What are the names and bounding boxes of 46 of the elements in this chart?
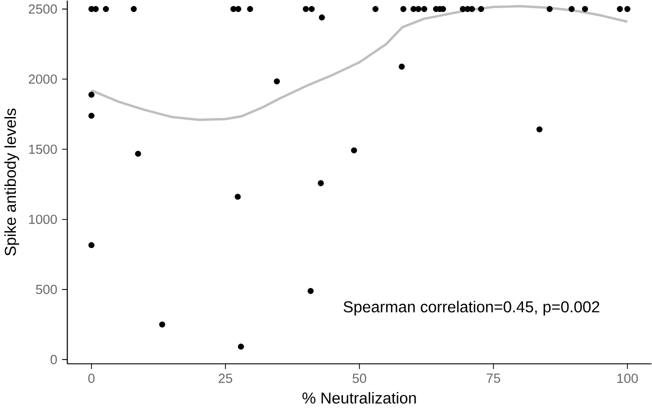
point — [230, 6, 236, 12]
point — [624, 6, 630, 12]
y-tick-label: 0 — [50, 354, 57, 364]
point — [302, 6, 309, 12]
y-tick-label: 1000 — [29, 214, 57, 224]
annotation: Spearman correlation=0.45, p=0.002 — [344, 300, 600, 316]
point — [135, 150, 142, 157]
point — [88, 112, 94, 119]
point — [274, 78, 280, 84]
point — [234, 194, 241, 200]
point — [308, 6, 315, 12]
point — [372, 6, 379, 12]
x-tick-label: 0 — [88, 374, 95, 383]
point — [398, 64, 405, 70]
x-tick-label: 50 — [352, 374, 366, 383]
x-tick-label: 100 — [617, 374, 638, 383]
y-axis-title: Spike antibody levels — [4, 108, 20, 256]
x-tick-label: 25 — [218, 374, 232, 383]
point — [130, 6, 137, 12]
point — [318, 14, 325, 20]
point — [247, 6, 254, 12]
point — [400, 6, 406, 12]
y-tick-label: 1500 — [29, 144, 57, 154]
point — [582, 6, 588, 12]
y-tick-label: 2500 — [28, 4, 57, 14]
x-axis-title: % Neutralization — [302, 392, 416, 404]
point — [159, 321, 166, 328]
point — [308, 288, 314, 294]
point — [351, 147, 358, 154]
point — [415, 6, 422, 12]
point — [478, 6, 484, 12]
point — [568, 6, 575, 12]
point — [88, 242, 94, 248]
point — [88, 92, 94, 98]
point — [546, 6, 553, 12]
point — [536, 126, 542, 132]
point — [238, 344, 244, 350]
point — [616, 6, 623, 12]
y-tick-label: 2000 — [28, 74, 57, 84]
y-tick-label: 500 — [36, 284, 57, 294]
point — [235, 6, 242, 12]
point — [102, 6, 109, 12]
line-series — [90, 5, 629, 121]
point — [421, 6, 428, 12]
x-tick-label: 75 — [486, 374, 500, 383]
point — [318, 180, 324, 186]
